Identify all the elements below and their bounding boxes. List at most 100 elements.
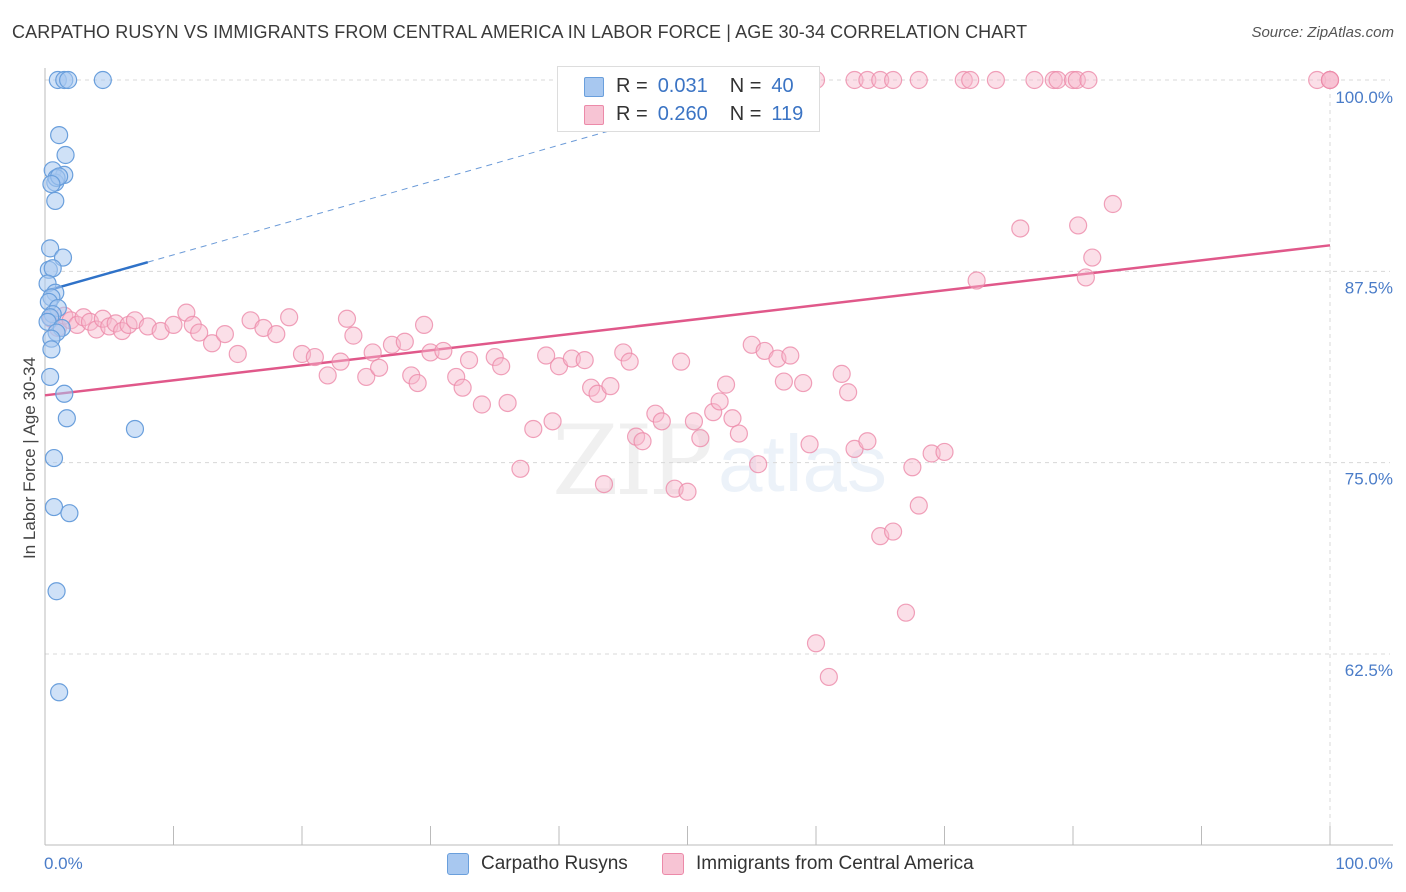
central-america-point	[337, 309, 357, 328]
bottom-legend-central-america: Immigrants from Central America	[662, 852, 974, 876]
central-america-point	[408, 373, 427, 393]
carpatho-point	[44, 448, 64, 468]
central-america-swatch	[662, 853, 684, 875]
central-america-point	[228, 344, 247, 364]
central-america-legend-label: Immigrants from Central America	[696, 853, 974, 874]
central-america-point	[794, 373, 813, 393]
carpatho-point	[60, 504, 79, 523]
r-value: 0.031	[657, 74, 708, 97]
central-america-point	[1079, 70, 1098, 90]
central-america-point	[370, 358, 389, 377]
central-america-point	[723, 409, 742, 428]
central-america-point	[684, 412, 704, 431]
central-america-point	[774, 372, 793, 391]
central-america-point	[395, 332, 414, 351]
carpatho-point	[56, 145, 75, 165]
central-america-point	[331, 352, 350, 371]
central-america-point	[119, 315, 138, 335]
central-america-point	[691, 429, 710, 448]
central-america-point	[839, 383, 858, 402]
central-america-point	[961, 70, 980, 90]
central-america-point	[896, 603, 916, 622]
data-points	[38, 70, 1340, 702]
central-america-point	[1025, 70, 1044, 90]
central-america-point	[459, 351, 479, 370]
central-america-point	[845, 70, 864, 90]
n-value: 40	[771, 74, 794, 97]
carpatho-point	[41, 239, 60, 258]
trend-lines	[44, 82, 1331, 397]
central-america-point	[909, 70, 928, 90]
central-america-point	[537, 346, 556, 365]
central-america-point	[575, 351, 594, 370]
central-america-point	[363, 343, 382, 362]
central-america-point	[414, 315, 434, 335]
central-america-point	[594, 474, 614, 494]
n-value: 119	[771, 102, 804, 125]
central-america-point	[678, 482, 697, 501]
central-america-point	[626, 427, 646, 446]
legend-swatch-carpatho	[584, 77, 604, 97]
central-america-point	[954, 70, 973, 90]
central-america-point	[1083, 248, 1102, 267]
y-tick-label: 87.5%	[1345, 278, 1393, 297]
central-america-point	[190, 323, 209, 342]
n-label: N =	[729, 102, 762, 125]
legend-swatch-central-america	[584, 105, 604, 125]
central-america-point	[749, 455, 768, 474]
carpatho-point	[42, 174, 61, 194]
y-tick-label: 62.5%	[1345, 661, 1393, 680]
axis-ticks	[44, 826, 1331, 845]
carpatho-point	[50, 126, 69, 145]
central-america-point	[164, 315, 183, 335]
central-america-point	[1320, 70, 1340, 90]
carpatho-point	[57, 409, 76, 428]
x-tick-label: 100.0%	[1335, 854, 1393, 873]
carpatho-point	[46, 191, 65, 211]
n-label: N =	[729, 74, 762, 97]
x-tick-label: 0.0%	[44, 854, 83, 873]
central-america-point	[832, 364, 851, 383]
carpatho-point	[47, 582, 66, 601]
central-america-point	[883, 522, 903, 541]
central-america-point	[601, 377, 620, 396]
central-america-point	[781, 346, 800, 365]
r-value: 0.260	[657, 102, 708, 125]
central-america-point	[652, 412, 671, 431]
central-america-point	[1103, 194, 1122, 214]
central-america-point	[671, 352, 691, 371]
tick-labels: 62.5% 75.0% 87.5% 100.0% 0.0% 100.0%	[44, 88, 1393, 873]
central-america-point	[1044, 70, 1063, 90]
source-credit: Source: ZipAtlas.com	[1251, 24, 1394, 41]
central-america-point	[858, 432, 877, 451]
central-america-point	[1063, 70, 1083, 90]
central-america-point	[453, 378, 472, 397]
central-america-point	[267, 324, 286, 344]
carpatho-point	[44, 497, 64, 517]
central-america-point	[543, 412, 562, 431]
r-label: R =	[616, 102, 648, 125]
central-america-point	[434, 341, 453, 361]
central-america-point	[215, 324, 234, 344]
carpatho-legend-label: Carpatho Rusyns	[481, 853, 628, 874]
y-axis-label: In Labor Force | Age 30-34	[20, 357, 39, 559]
central-america-trend-line	[44, 244, 1331, 397]
y-tick-label: 100.0%	[1335, 88, 1393, 107]
central-america-point	[524, 419, 543, 439]
central-america-point	[1069, 216, 1088, 235]
central-america-point	[305, 347, 324, 367]
central-america-point	[344, 326, 363, 345]
legend-row-central-america: R = 0.260 N = 119	[616, 100, 803, 128]
carpatho-point	[50, 683, 69, 702]
central-america-point	[492, 357, 511, 376]
central-america-point	[614, 343, 633, 362]
central-america-point	[704, 403, 723, 422]
central-america-point	[1308, 70, 1327, 90]
central-america-point	[883, 70, 903, 90]
central-america-point	[280, 308, 299, 327]
central-america-point	[729, 424, 749, 443]
central-america-point	[710, 392, 729, 411]
central-america-point	[202, 334, 222, 353]
central-america-point	[858, 70, 877, 90]
